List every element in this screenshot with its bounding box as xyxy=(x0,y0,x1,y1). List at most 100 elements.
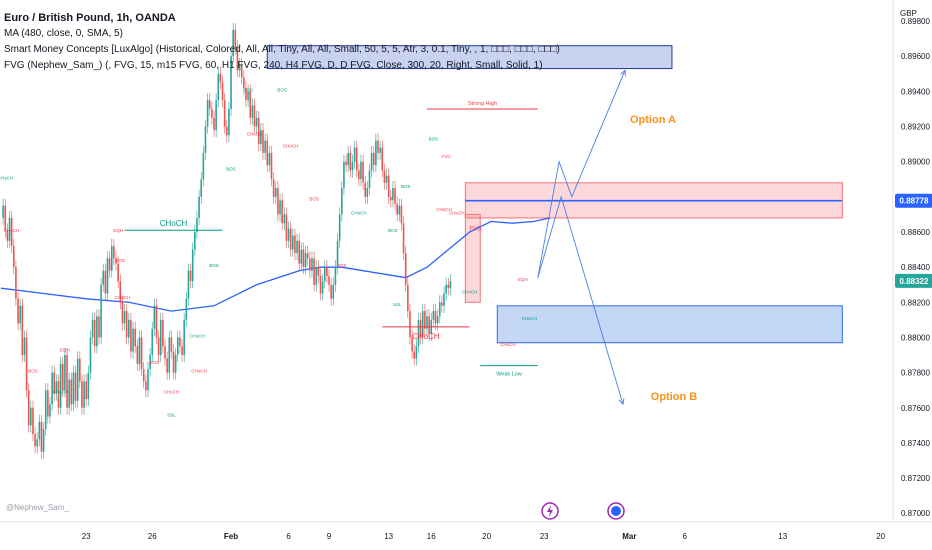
indicator-fvg[interactable]: FVG (Nephew_Sam_) (, FVG, 15, m15 FVG, 6… xyxy=(4,60,543,71)
indicator-smc[interactable]: Smart Money Concepts [LuxAlgo] (Historic… xyxy=(4,44,560,55)
candle-body xyxy=(106,258,109,294)
candle-body xyxy=(125,311,128,338)
candle-body xyxy=(394,188,396,204)
candle-body xyxy=(383,170,386,183)
smc-label: CHoCH xyxy=(283,144,299,149)
candle-body xyxy=(136,346,139,364)
candle-body xyxy=(407,284,409,312)
structure-level-label: CHoCH xyxy=(412,332,440,341)
candle-body xyxy=(317,267,320,276)
candle-body xyxy=(181,346,183,356)
smc-label: CHoCH xyxy=(247,131,263,136)
candle-body xyxy=(53,372,56,394)
candle-body xyxy=(351,161,354,171)
smc-label: CHoCH xyxy=(189,333,205,338)
candle-body xyxy=(441,302,443,306)
candle-body xyxy=(23,337,26,356)
candle-body xyxy=(436,316,439,324)
candle-body xyxy=(32,407,34,435)
candle-body xyxy=(438,302,441,317)
smc-label: BOS xyxy=(277,87,287,92)
candle-body xyxy=(445,284,447,294)
candle-body xyxy=(251,105,254,118)
smc-label: EQH xyxy=(518,277,528,282)
candle-body xyxy=(257,117,260,145)
candle-body xyxy=(81,381,83,408)
candle-body xyxy=(147,369,149,391)
candle-body xyxy=(240,65,243,78)
candle-body xyxy=(153,305,156,329)
candle-body xyxy=(306,253,309,259)
projection-label: Option B xyxy=(651,391,697,403)
candle-body xyxy=(200,179,203,197)
candle-body xyxy=(398,205,401,215)
candle-body xyxy=(12,246,15,268)
candle-body xyxy=(236,47,239,71)
candle-body xyxy=(162,319,164,347)
candle-body xyxy=(168,337,171,373)
candle-body xyxy=(434,311,437,324)
y-tick-label: 0.88000 xyxy=(901,333,930,342)
candle-body xyxy=(266,140,269,166)
candle-body xyxy=(44,390,47,429)
candle-body xyxy=(176,337,179,356)
smc-label: BOS xyxy=(388,228,398,233)
candle-body xyxy=(61,363,64,391)
zone-box xyxy=(266,45,673,70)
candle-body xyxy=(87,372,90,399)
candle-body xyxy=(138,337,141,364)
smc-label: CHoCH xyxy=(521,316,537,321)
candle-body xyxy=(196,217,198,232)
candle-body xyxy=(66,355,68,408)
candle-body xyxy=(424,311,426,329)
candle-body xyxy=(323,267,326,282)
candle-body xyxy=(287,228,290,241)
candle-body xyxy=(211,108,213,118)
candle-body xyxy=(334,267,337,285)
candle-body xyxy=(132,328,134,352)
x-tick-label: 26 xyxy=(148,532,157,541)
y-tick-label: 0.87600 xyxy=(901,404,930,413)
symbol-title[interactable]: Euro / British Pound, 1h, OANDA xyxy=(4,12,176,24)
candle-body xyxy=(145,381,147,391)
candle-body xyxy=(215,100,217,131)
candle-body xyxy=(270,152,273,180)
candle-body xyxy=(142,369,145,382)
candle-body xyxy=(6,230,9,241)
indicator-ma[interactable]: MA (480, close, 0, SMA, 5) xyxy=(4,28,123,39)
candle-body xyxy=(264,140,266,153)
y-tick-label: 0.89200 xyxy=(901,123,930,132)
candle-body xyxy=(185,298,188,320)
y-tick-label: 0.88200 xyxy=(901,298,930,307)
smc-label: CHoCH xyxy=(0,175,13,180)
x-tick-label: 16 xyxy=(427,532,436,541)
candle-body xyxy=(198,196,200,218)
candle-body xyxy=(10,217,13,247)
candle-body xyxy=(164,346,166,359)
candle-body xyxy=(189,270,192,282)
candle-body xyxy=(36,439,39,447)
candle-body xyxy=(413,351,416,359)
candle-body xyxy=(313,258,315,285)
candle-body xyxy=(204,126,207,153)
smc-label: SSL xyxy=(393,302,402,307)
candle-body xyxy=(315,267,318,285)
projection-label: Option A xyxy=(630,114,676,126)
smc-label: CHoCH xyxy=(53,390,69,395)
candle-body xyxy=(55,381,58,394)
candle-body xyxy=(4,205,7,231)
candle-body xyxy=(345,161,347,166)
candle-body xyxy=(243,77,245,88)
candle-body xyxy=(115,258,117,264)
candle-body xyxy=(304,253,307,268)
candle-body xyxy=(85,381,87,399)
candle-body xyxy=(40,421,43,452)
candle-body xyxy=(151,328,154,356)
x-tick-label: 6 xyxy=(286,532,291,541)
candle-body xyxy=(321,281,324,294)
candle-body xyxy=(219,73,222,83)
candle-body xyxy=(247,91,249,101)
candle-body xyxy=(157,337,160,356)
smc-label: CHoCH xyxy=(449,210,465,215)
